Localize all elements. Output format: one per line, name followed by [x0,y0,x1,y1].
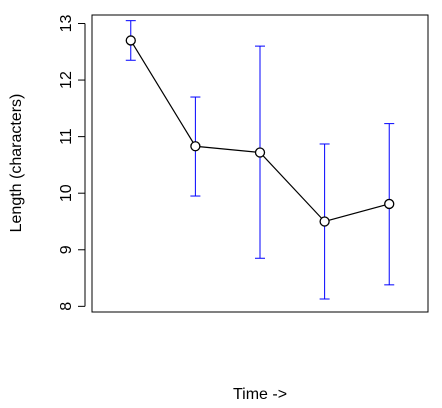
data-point [319,216,330,227]
error-bars [125,20,395,300]
data-point [125,35,136,46]
y-tick-label: 13 [58,14,75,32]
data-point [384,198,395,210]
x-axis-title: Time -> [233,386,287,403]
y-tick-label: 9 [58,245,75,254]
data-points [125,35,395,227]
plot-frame [91,14,429,313]
y-tick-label: 8 [58,302,75,311]
y-axis: 8 9 10 11 12 13 [58,14,86,311]
y-tick-label: 12 [58,71,75,89]
y-tick-label: 10 [58,184,75,202]
data-point [190,141,201,152]
y-axis-title: Length (characters) [8,94,25,233]
data-point [254,147,266,158]
y-tick-label: 11 [58,128,75,145]
